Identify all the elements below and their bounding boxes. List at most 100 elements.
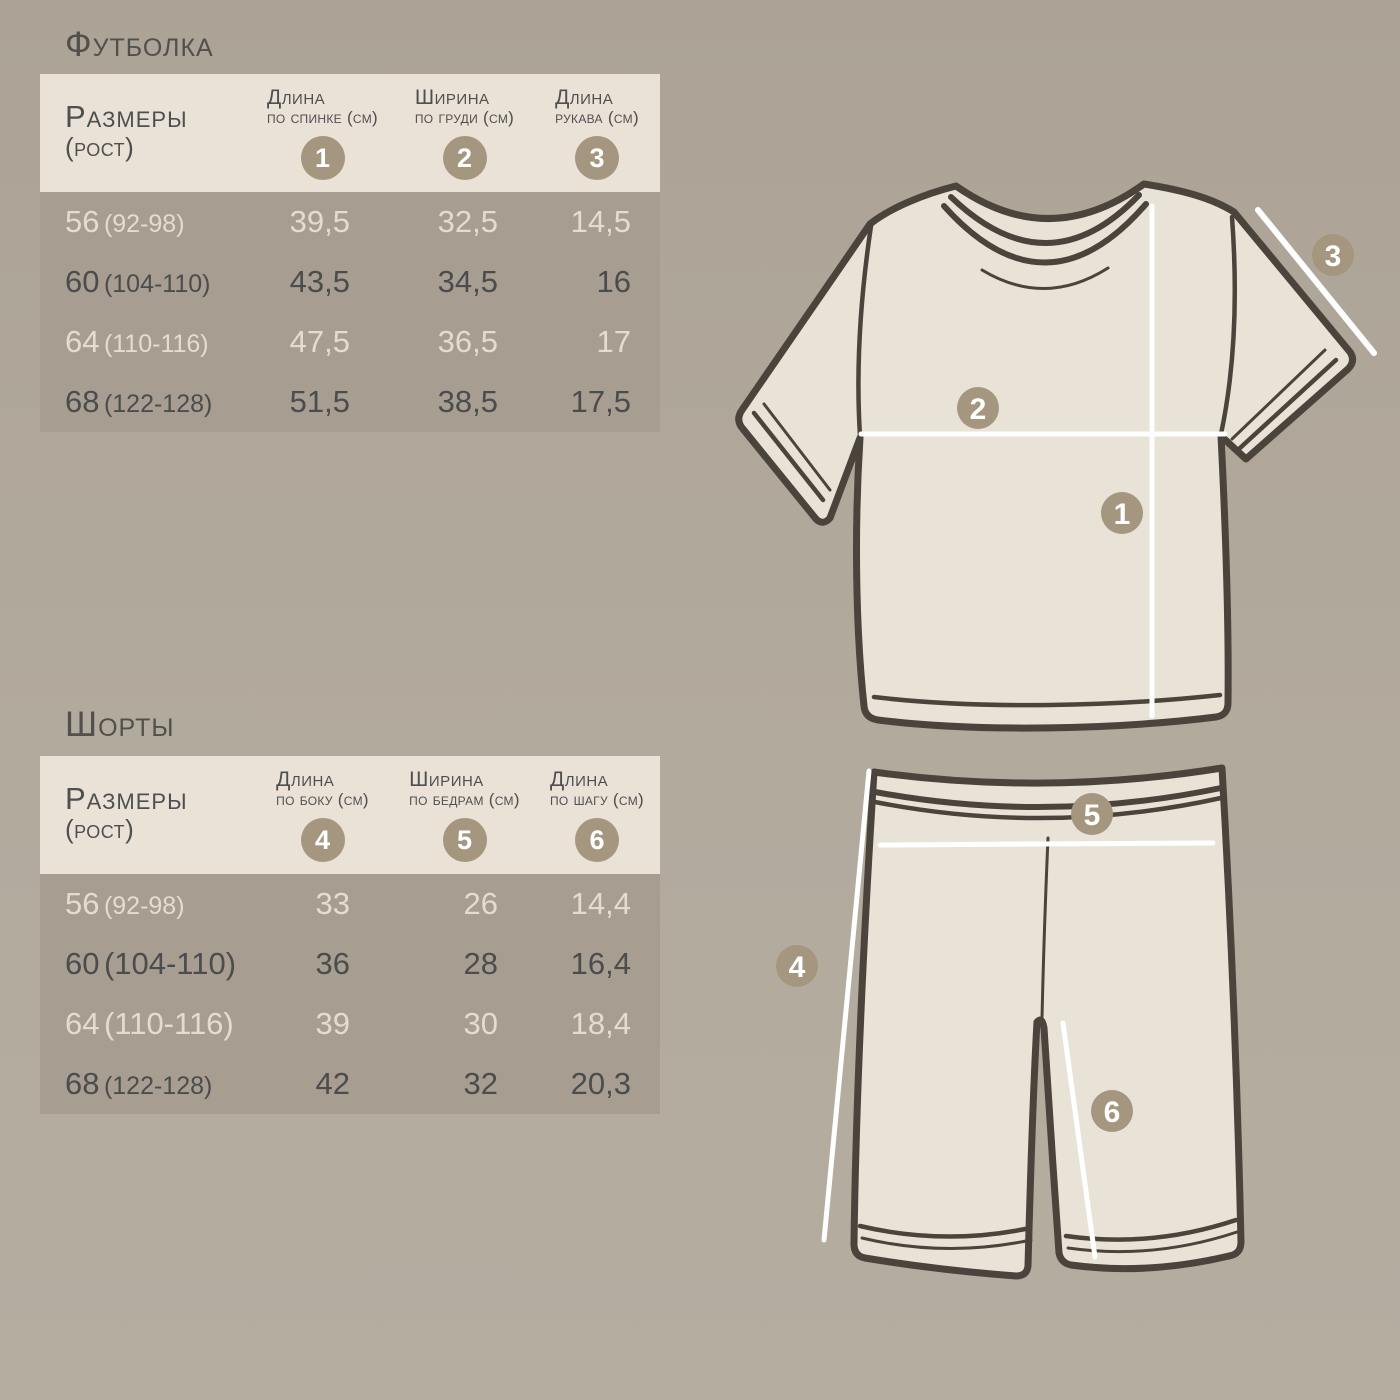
left-leg-hem-2 bbox=[860, 1236, 1033, 1250]
svg-text:6: 6 bbox=[1104, 1096, 1121, 1129]
sizes-header-label: Размеры bbox=[65, 781, 188, 816]
sizes-header-label: Размеры bbox=[65, 99, 188, 134]
height-range: (110-116) bbox=[103, 1006, 234, 1041]
size-row: 56 (92-98) 33 26 14,4 bbox=[40, 874, 660, 934]
tshirt-illustration: 2 1 3 bbox=[735, 180, 1377, 732]
measurement-value-cell: 18,4 bbox=[570, 1006, 631, 1041]
measurement-value-cell: 33 bbox=[315, 886, 350, 921]
measure-badge-4: 4 bbox=[300, 818, 345, 863]
size-row: 64 (110-116) 47,5 36,5 17 bbox=[40, 312, 660, 372]
measure-badge-6: 6 bbox=[575, 818, 619, 863]
size-label-cell: 60 (104-110) bbox=[40, 264, 250, 300]
size-value: 64 bbox=[65, 1006, 100, 1041]
measurement-value-cell: 14,4 bbox=[570, 886, 631, 921]
shorts-badge-5: 5 bbox=[1071, 793, 1113, 835]
measurement-value-cell: 26 bbox=[463, 886, 498, 921]
size-label-cell: 64 (110-116) bbox=[40, 1006, 250, 1042]
column-header-side-length: Длина по боку (см) 4 bbox=[250, 756, 395, 874]
measure-badge-1: 1 bbox=[300, 136, 345, 181]
measurement-value-cell: 17,5 bbox=[570, 384, 631, 419]
measurement-value-cell: 16 bbox=[596, 264, 631, 299]
left-leg-hem bbox=[857, 1223, 1033, 1239]
size-label-cell: 60 (104-110) bbox=[40, 946, 250, 982]
collar-rib-accent bbox=[980, 266, 1110, 290]
measure-badge-5: 5 bbox=[442, 818, 487, 863]
size-row: 56 (92-98) 39,5 32,5 14,5 bbox=[40, 192, 660, 252]
measure-badge-3: 3 bbox=[575, 136, 619, 181]
shorts-illustration: 4 5 6 bbox=[776, 764, 1245, 1280]
badge-circle bbox=[1091, 1090, 1133, 1132]
svg-text:4: 4 bbox=[789, 951, 806, 984]
size-row: 64 (110-116) 39 30 18,4 bbox=[40, 994, 660, 1054]
measurement-value-cell: 32 bbox=[463, 1066, 498, 1101]
left-sleeve-seam bbox=[856, 223, 874, 439]
size-label-cell: 68 (122-128) bbox=[40, 1066, 250, 1102]
svg-text:2: 2 bbox=[970, 393, 987, 426]
shorts-section-title: Шорты bbox=[65, 705, 175, 744]
tshirt-badge-1: 1 bbox=[1101, 492, 1143, 534]
waistband-line bbox=[872, 785, 1224, 811]
height-range: (92-98) bbox=[103, 892, 185, 920]
size-value: 60 bbox=[65, 946, 100, 981]
height-range: (104-110) bbox=[103, 270, 211, 298]
shorts-outline bbox=[850, 764, 1245, 1280]
left-cuff-line-2 bbox=[762, 402, 832, 492]
right-cuff-line bbox=[1237, 357, 1339, 451]
measurement-value-cell: 14,5 bbox=[570, 204, 631, 239]
sizes-column-header: Размеры (рост) bbox=[40, 756, 250, 874]
size-value: 64 bbox=[65, 324, 100, 359]
right-leg-hem-2 bbox=[1066, 1230, 1239, 1254]
size-label-cell: 56 (92-98) bbox=[40, 886, 250, 922]
measurement-value-cell: 30 bbox=[463, 1006, 498, 1041]
size-value: 56 bbox=[65, 204, 100, 239]
size-value: 68 bbox=[65, 384, 100, 419]
tshirt-badge-3: 3 bbox=[1312, 234, 1354, 276]
tshirt-section-title: Футболка bbox=[65, 25, 214, 64]
measurement-value-cell: 36,5 bbox=[437, 324, 498, 359]
tshirt-table-header: Размеры (рост) Длина по спинке (см) 1 Ши… bbox=[40, 74, 660, 192]
column-header-hip-width: Ширина по бедрам (см) 5 bbox=[395, 756, 534, 874]
measurement-value-cell: 36 bbox=[315, 946, 350, 981]
height-range: (104-110) bbox=[103, 946, 237, 981]
measurement-value-cell: 17 bbox=[596, 324, 631, 359]
measurement-value-cell: 16,4 bbox=[570, 946, 631, 981]
size-value: 68 bbox=[65, 1066, 100, 1101]
height-range: (122-128) bbox=[103, 1072, 213, 1100]
svg-text:1: 1 bbox=[1114, 498, 1131, 531]
right-sleeve-seam bbox=[1218, 214, 1238, 437]
tshirt-badge-2: 2 bbox=[957, 387, 999, 429]
measurement-value-cell: 39,5 bbox=[289, 204, 350, 239]
size-value: 60 bbox=[65, 264, 100, 299]
svg-text:3: 3 bbox=[1325, 240, 1342, 273]
shorts-table-header: Размеры (рост) Длина по боку (см) 4 Шири… bbox=[40, 756, 660, 874]
column-header-back-length: Длина по спинке (см) 1 bbox=[250, 74, 395, 192]
tshirt-size-table: Размеры (рост) Длина по спинке (см) 1 Ши… bbox=[40, 74, 660, 432]
collar-bottom-line bbox=[941, 201, 1149, 266]
measurement-value-cell: 39 bbox=[315, 1006, 350, 1041]
sizes-header-sublabel: (рост) bbox=[65, 132, 135, 163]
badge-circle bbox=[1312, 234, 1354, 276]
hem-line bbox=[871, 692, 1223, 708]
shorts-table-body: 56 (92-98) 33 26 14,4 60 (104-110) 36 28… bbox=[40, 874, 660, 1114]
height-range: (110-116) bbox=[103, 330, 209, 358]
measurement-value-cell: 34,5 bbox=[437, 264, 498, 299]
tshirt-outline bbox=[735, 180, 1357, 732]
size-label-cell: 64 (110-116) bbox=[40, 324, 250, 360]
measurement-value-cell: 43,5 bbox=[289, 264, 350, 299]
badge-circle bbox=[957, 387, 999, 429]
measure-badge-2: 2 bbox=[442, 136, 487, 181]
tshirt-table-body: 56 (92-98) 39,5 32,5 14,5 60 (104-110) 4… bbox=[40, 192, 660, 432]
size-row: 68 (122-128) 42 32 20,3 bbox=[40, 1054, 660, 1114]
height-range: (92-98) bbox=[103, 210, 185, 238]
measure-line-side-length bbox=[821, 768, 872, 1243]
waistband-line-2 bbox=[872, 795, 1224, 821]
size-row: 60 (104-110) 43,5 34,5 16 bbox=[40, 252, 660, 312]
height-range: (122-128) bbox=[103, 390, 213, 418]
measurement-value-cell: 47,5 bbox=[289, 324, 350, 359]
measurement-value-cell: 42 bbox=[315, 1066, 350, 1101]
measurement-value-cell: 28 bbox=[463, 946, 498, 981]
badge-circle bbox=[1101, 492, 1143, 534]
sizes-header-sublabel: (рост) bbox=[65, 814, 135, 845]
measurement-value-cell: 38,5 bbox=[437, 384, 498, 419]
